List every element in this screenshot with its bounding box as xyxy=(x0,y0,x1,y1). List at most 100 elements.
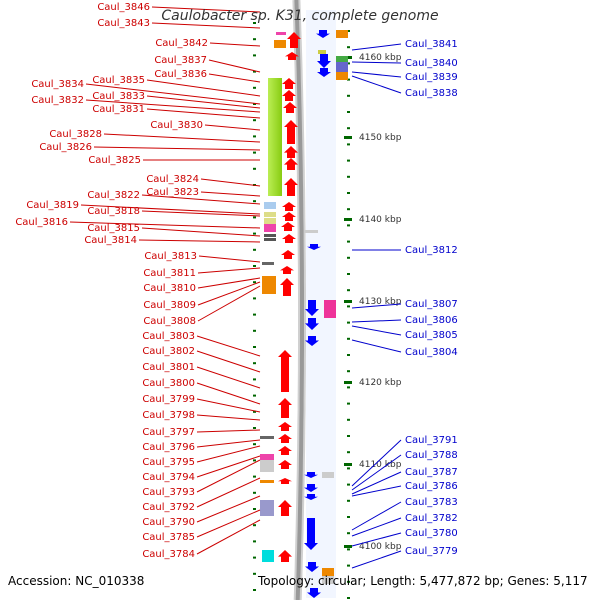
gene-feature-box xyxy=(260,454,274,464)
tick-mark xyxy=(347,78,350,81)
right-leader-line xyxy=(351,319,402,323)
right-gene-label: Caul_3779 xyxy=(405,546,458,557)
left-leader-line xyxy=(85,99,261,113)
tick-mark xyxy=(347,532,350,535)
left-leader-line xyxy=(196,398,261,413)
tick-mark xyxy=(347,564,350,567)
left-gene-label: Caul_3809 xyxy=(143,300,196,311)
forward-gene-arrow xyxy=(278,478,292,484)
right-leader-line xyxy=(351,532,402,547)
left-leader-line xyxy=(198,255,261,263)
reverse-gene-arrow xyxy=(305,300,319,316)
left-leader-line xyxy=(146,108,261,119)
left-gene-label: Caul_3816 xyxy=(15,217,68,228)
tick-mark xyxy=(347,321,350,324)
left-leader-line xyxy=(196,382,261,405)
left-leader-line xyxy=(196,366,261,389)
tick-mark xyxy=(253,491,256,494)
tick-mark xyxy=(347,46,350,49)
gene-feature-box xyxy=(318,50,326,54)
gene-feature-box xyxy=(264,218,276,224)
left-gene-label: Caul_3828 xyxy=(49,129,102,140)
reverse-gene-arrow xyxy=(305,562,319,572)
left-leader-line xyxy=(146,79,261,97)
left-gene-label: Caul_3792 xyxy=(142,502,195,513)
gene-feature-box xyxy=(262,262,274,265)
reverse-gene-arrow xyxy=(305,318,319,330)
left-gene-label: Caul_3795 xyxy=(142,457,195,468)
tick-mark xyxy=(253,427,256,429)
backbone xyxy=(294,0,304,600)
right-gene-label: Caul_3806 xyxy=(405,315,458,326)
right-leader-line xyxy=(351,501,402,531)
left-leader-line xyxy=(196,495,261,523)
gene-feature-box xyxy=(336,30,348,38)
tick-mark xyxy=(253,135,256,138)
forward-gene-arrow xyxy=(278,434,292,443)
gene-feature-box xyxy=(324,300,336,318)
left-leader-line xyxy=(196,445,261,463)
forward-gene-arrow xyxy=(278,446,292,455)
accession-text: Accession: NC_010338 xyxy=(8,574,145,588)
left-leader-line xyxy=(204,124,261,131)
tick-mark xyxy=(347,62,350,65)
topology-text: Topology: circular; Length: 5,477,872 bp… xyxy=(258,574,588,588)
tick-mark xyxy=(253,443,256,446)
left-leader-line xyxy=(196,509,261,538)
forward-gene-arrow xyxy=(278,350,292,392)
left-gene-label: Caul_3794 xyxy=(142,472,195,483)
left-gene-label: Caul_3810 xyxy=(143,283,196,294)
forward-gene-arrow xyxy=(285,52,299,60)
left-leader-line xyxy=(146,95,261,109)
right-leader-line xyxy=(351,550,402,569)
gene-feature-box xyxy=(264,202,276,209)
left-gene-label: Caul_3826 xyxy=(39,142,92,153)
left-leader-line xyxy=(196,429,261,433)
tick-mark xyxy=(253,119,256,122)
right-gene-label: Caul_3783 xyxy=(405,497,458,508)
right-gene-label: Caul_3788 xyxy=(405,450,458,461)
right-leader-line xyxy=(351,303,402,309)
left-gene-label: Caul_3811 xyxy=(143,268,196,279)
right-gene-label: Caul_3787 xyxy=(405,467,458,478)
scale-tick xyxy=(344,300,352,303)
left-gene-label: Caul_3785 xyxy=(142,532,195,543)
right-gene-label: Caul_3812 xyxy=(405,245,458,256)
scale-label: 4150 kbp xyxy=(359,133,402,143)
forward-gene-arrow xyxy=(282,90,296,101)
left-leader-line xyxy=(141,210,261,217)
tick-mark xyxy=(253,589,256,591)
scale-tick xyxy=(344,218,352,221)
gene-feature-box xyxy=(260,500,274,516)
reverse-gene-arrow xyxy=(317,68,331,77)
left-gene-label: Caul_3824 xyxy=(146,174,199,185)
right-leader-line xyxy=(351,325,402,336)
left-gene-label: Caul_3814 xyxy=(84,235,137,246)
left-gene-label: Caul_3823 xyxy=(146,187,199,198)
tick-mark xyxy=(347,111,350,113)
left-gene-label: Caul_3801 xyxy=(142,362,195,373)
right-gene-label: Caul_3780 xyxy=(405,528,458,539)
reverse-gene-arrow xyxy=(316,30,330,38)
tick-mark xyxy=(347,418,350,421)
tick-mark xyxy=(253,508,256,510)
tick-mark xyxy=(347,305,350,308)
left-gene-label: Caul_3818 xyxy=(87,206,140,217)
gene-feature-box xyxy=(276,32,286,35)
tick-mark xyxy=(347,337,350,340)
left-leader-line xyxy=(196,350,261,373)
tick-mark xyxy=(347,435,350,437)
reverse-gene-arrow xyxy=(317,54,331,68)
tick-mark xyxy=(347,370,350,373)
tick-mark xyxy=(253,22,256,24)
left-gene-label: Caul_3825 xyxy=(88,155,141,166)
left-leader-line xyxy=(196,519,261,555)
left-gene-label: Caul_3796 xyxy=(142,442,195,453)
right-leader-line xyxy=(351,339,402,353)
left-leader-line xyxy=(196,477,261,508)
gene-feature-box xyxy=(264,212,276,217)
map-title: Caulobacter sp. K31, complete genome xyxy=(161,8,439,24)
left-leader-line xyxy=(85,83,261,105)
tick-mark xyxy=(347,192,350,194)
